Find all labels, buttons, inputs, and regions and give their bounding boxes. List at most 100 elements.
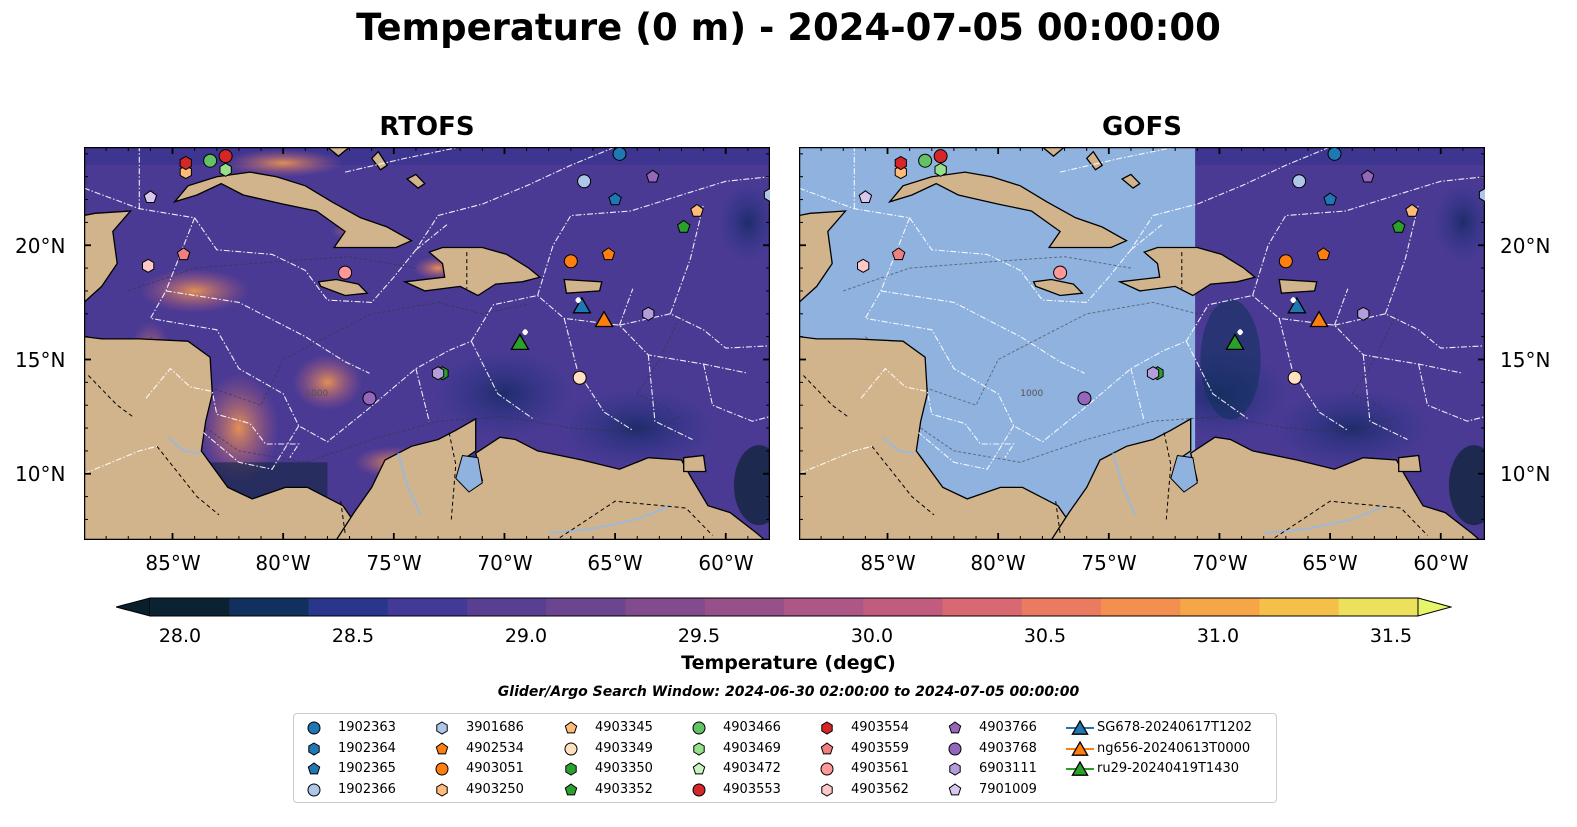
river [1112,452,1137,516]
colorbar-segment [150,598,230,616]
land-central-america [84,147,133,304]
legend-float-marker [435,762,449,776]
colorbar-extend-high [1417,597,1452,617]
land-trinidad [1398,454,1422,473]
eez-boundary [864,217,1464,443]
argo-float-4903345 [690,203,704,217]
lon-label-70w-left: 70°W [477,551,533,575]
legend-float-marker [820,762,834,776]
argo-float-1902363 [612,147,627,161]
eez-boundary [84,445,158,475]
legend-label: 1902363 [338,720,396,735]
legend-label: 4903554 [851,720,909,735]
legend-float-marker [307,762,321,775]
legend-label: 4903466 [723,720,781,735]
rtofs-map[interactable]: 1000 [84,147,770,540]
legend: 1902363 1902364 1902365 1902366 3901686 49025… [293,713,1277,803]
legend-label: 4903562 [851,781,909,797]
river [1263,504,1386,535]
land-bahamas-2 [370,150,389,171]
argo-float-4903562 [142,258,155,273]
hexagon-marker-icon [949,762,961,776]
glider-trail [522,329,529,336]
argo-float-4903051 [563,254,578,269]
legend-label: 4902534 [466,740,524,756]
legend-float-marker [692,783,706,796]
colorbar-tick: 30.5 [1023,625,1067,647]
bathymetry-contour [128,256,416,292]
bathymetry-contour [150,301,527,406]
eez-boundary [1362,354,1408,440]
colorbar-segment [863,598,944,616]
legend-label: 4903472 [723,761,781,776]
glider-SG678-20240617T1202 [572,296,592,314]
colorbar-tick: 30.0 [850,625,894,647]
hexagon-marker-icon [565,762,577,776]
pentagon-marker-icon [307,762,321,775]
argo-float-4903766 [645,169,660,183]
colorbar-segment [467,598,547,616]
colorbar-segment [1180,598,1261,616]
pentagon-marker-icon [435,741,449,754]
legend-float-marker [949,762,961,776]
argo-float-4903553 [218,149,233,164]
legend-label: 6903111 [979,761,1037,776]
eez-boundary [344,147,461,173]
bathymetry-label: 1000 [1020,389,1043,399]
bathymetry-contour [1351,313,1397,411]
glider-ng656-20240613T0000 [1309,310,1329,328]
legend-float-marker [307,721,321,735]
map-frame [84,147,770,540]
legend-glider-marker [1071,740,1089,756]
lon-label-80w-right: 80°W [970,551,1026,575]
legend-label: ng656-20240613T0000 [1097,740,1251,756]
argo-float-6903111 [1146,366,1160,381]
lon-label-80w-left: 80°W [255,551,311,575]
lon-label-60w-right: 60°W [1413,551,1469,575]
gofs-panel-title: GOFS [1102,112,1182,142]
argo-float-4903561 [1053,265,1068,280]
eez-boundary [1252,176,1485,296]
eez-boundary [1130,224,1163,251]
circle-marker-icon [307,783,321,796]
eez-boundary [165,290,370,374]
bathymetry-contour [887,404,1397,463]
legend-label: 4903553 [723,781,781,797]
colorbar-tick: 28.5 [331,625,375,647]
colorbar-segment [308,598,389,616]
legend-label: 4903469 [723,740,781,756]
colorbar-tick: 31.5 [1369,625,1413,647]
hexagon-marker-icon [436,782,448,797]
eez-boundary [647,354,693,440]
argo-float-1902365 [608,192,622,206]
argo-float-4903352 [676,219,691,233]
map-frame [799,147,1485,540]
legend-float-marker [565,762,577,776]
eez-boundary [860,367,1015,458]
legend-float-marker [821,721,833,735]
eez-boundary [1185,340,1249,420]
lat-label-20n-right: 20°N [1500,234,1551,258]
triangle-marker-icon [1066,719,1094,735]
argo-float-4903349 [572,370,587,385]
legend-label: 4903345 [595,720,653,735]
eez-boundary [618,288,634,326]
argo-float-4903553 [933,149,948,164]
argo-float-1902366 [577,174,592,189]
glider-tracks [1237,297,1297,336]
argo-float-1902363 [1327,147,1342,161]
river [882,436,915,455]
legend-label: 7901009 [979,781,1037,797]
gofs-map[interactable]: 1000 [799,147,1485,540]
colorbar-segment [625,598,706,616]
colorbar-segment [387,598,468,616]
argo-float-4903250 [179,165,192,180]
pentagon-marker-icon [564,721,578,734]
argo-float-4903250 [894,165,907,180]
pentagon-marker-icon [948,782,962,795]
circle-marker-icon [307,721,321,735]
legend-float-marker [308,741,320,756]
eez-boundary [1278,318,1349,431]
argo-float-4903766 [1360,169,1375,183]
land-bahamas-1 [1041,147,1066,157]
